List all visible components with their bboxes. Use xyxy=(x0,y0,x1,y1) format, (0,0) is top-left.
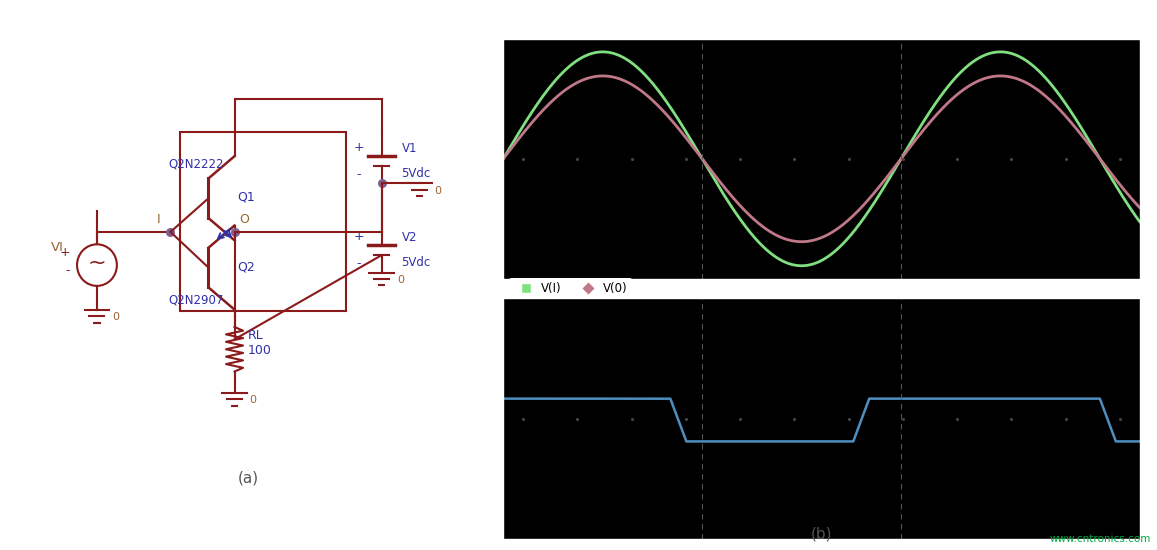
Text: RL: RL xyxy=(248,329,264,342)
Text: 0: 0 xyxy=(112,312,119,322)
Text: 5Vdc: 5Vdc xyxy=(401,256,430,269)
Text: I: I xyxy=(157,213,161,226)
Text: Q2N2907: Q2N2907 xyxy=(168,293,223,306)
Text: ~: ~ xyxy=(88,252,106,273)
Text: Q2: Q2 xyxy=(237,260,255,273)
Text: -: - xyxy=(356,257,361,270)
Text: (b): (b) xyxy=(811,527,832,542)
Text: 100: 100 xyxy=(248,344,272,357)
Text: 0: 0 xyxy=(435,186,442,196)
Text: O: O xyxy=(239,213,249,226)
Text: V2: V2 xyxy=(401,232,417,244)
Text: +: + xyxy=(354,141,364,154)
Bar xyxy=(180,133,346,311)
Text: (a): (a) xyxy=(238,471,259,486)
Text: 0: 0 xyxy=(397,275,404,285)
Text: 0: 0 xyxy=(250,395,257,405)
Text: +: + xyxy=(59,246,69,259)
Legend: V(I), V(0): V(I), V(0) xyxy=(509,278,633,300)
Text: VI: VI xyxy=(51,241,64,254)
Text: -: - xyxy=(66,264,69,277)
Text: Q1: Q1 xyxy=(237,191,255,204)
Text: www.cntronics.com: www.cntronics.com xyxy=(1049,535,1151,544)
Text: V1: V1 xyxy=(401,142,417,155)
Text: Q2N2222: Q2N2222 xyxy=(168,158,223,170)
Text: +: + xyxy=(354,230,364,243)
Text: 5Vdc: 5Vdc xyxy=(401,167,430,180)
Text: -: - xyxy=(356,168,361,181)
